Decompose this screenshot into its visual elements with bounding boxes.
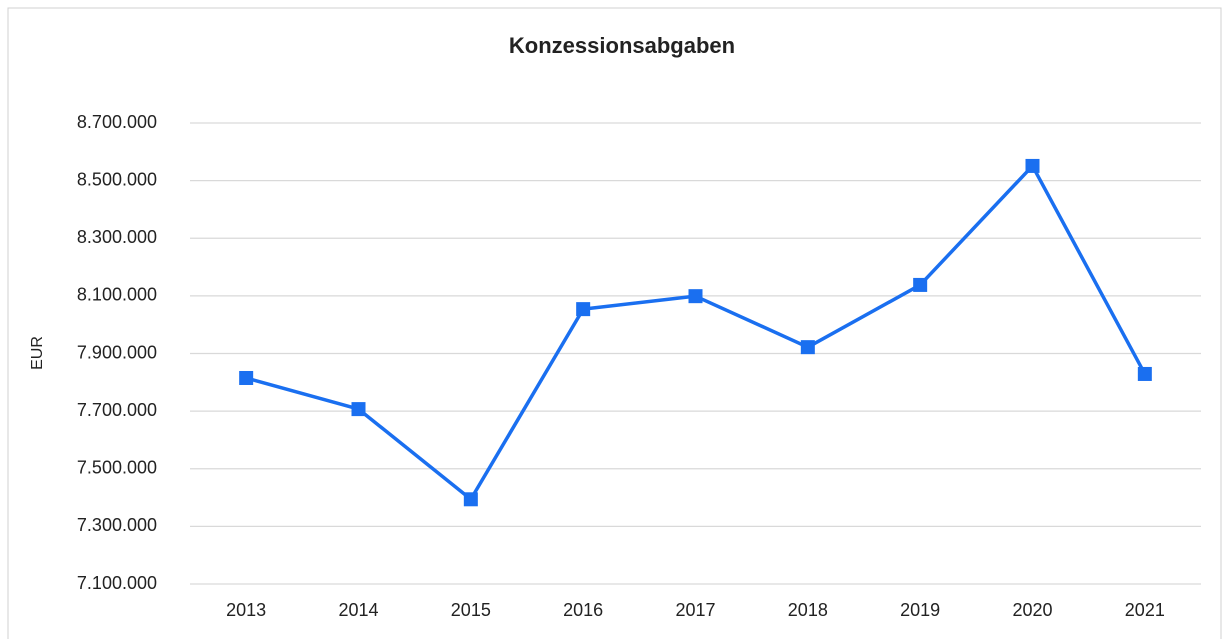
x-tick-label: 2020 <box>1012 600 1052 620</box>
y-tick-label: 7.100.000 <box>77 573 157 593</box>
x-tick-label: 2021 <box>1125 600 1165 620</box>
marker <box>239 370 254 385</box>
y-tick-label: 8.300.000 <box>77 227 157 247</box>
x-tick-label: 2018 <box>788 600 828 620</box>
marker <box>913 277 928 292</box>
x-tick-label: 2017 <box>675 600 715 620</box>
chart-title: Konzessionsabgaben <box>509 33 735 58</box>
marker <box>463 492 478 507</box>
marker <box>576 302 591 317</box>
y-tick-label: 7.900.000 <box>77 342 157 362</box>
y-tick-label: 8.100.000 <box>77 285 157 305</box>
x-tick-label: 2019 <box>900 600 940 620</box>
marker <box>1137 366 1152 381</box>
y-axis-label: EUR <box>29 336 46 370</box>
marker <box>1025 158 1040 173</box>
x-tick-label: 2013 <box>226 600 266 620</box>
x-tick-label: 2014 <box>338 600 378 620</box>
marker <box>688 289 703 304</box>
chart-border <box>7 7 1222 639</box>
y-tick-label: 7.500.000 <box>77 458 157 478</box>
marker <box>800 340 815 355</box>
y-tick-label: 7.300.000 <box>77 515 157 535</box>
x-tick-label: 2016 <box>563 600 603 620</box>
y-tick-label: 8.500.000 <box>77 169 157 189</box>
y-tick-label: 7.700.000 <box>77 400 157 420</box>
y-tick-label: 8.700.000 <box>77 112 157 132</box>
x-tick-label: 2015 <box>451 600 491 620</box>
marker <box>351 402 366 417</box>
